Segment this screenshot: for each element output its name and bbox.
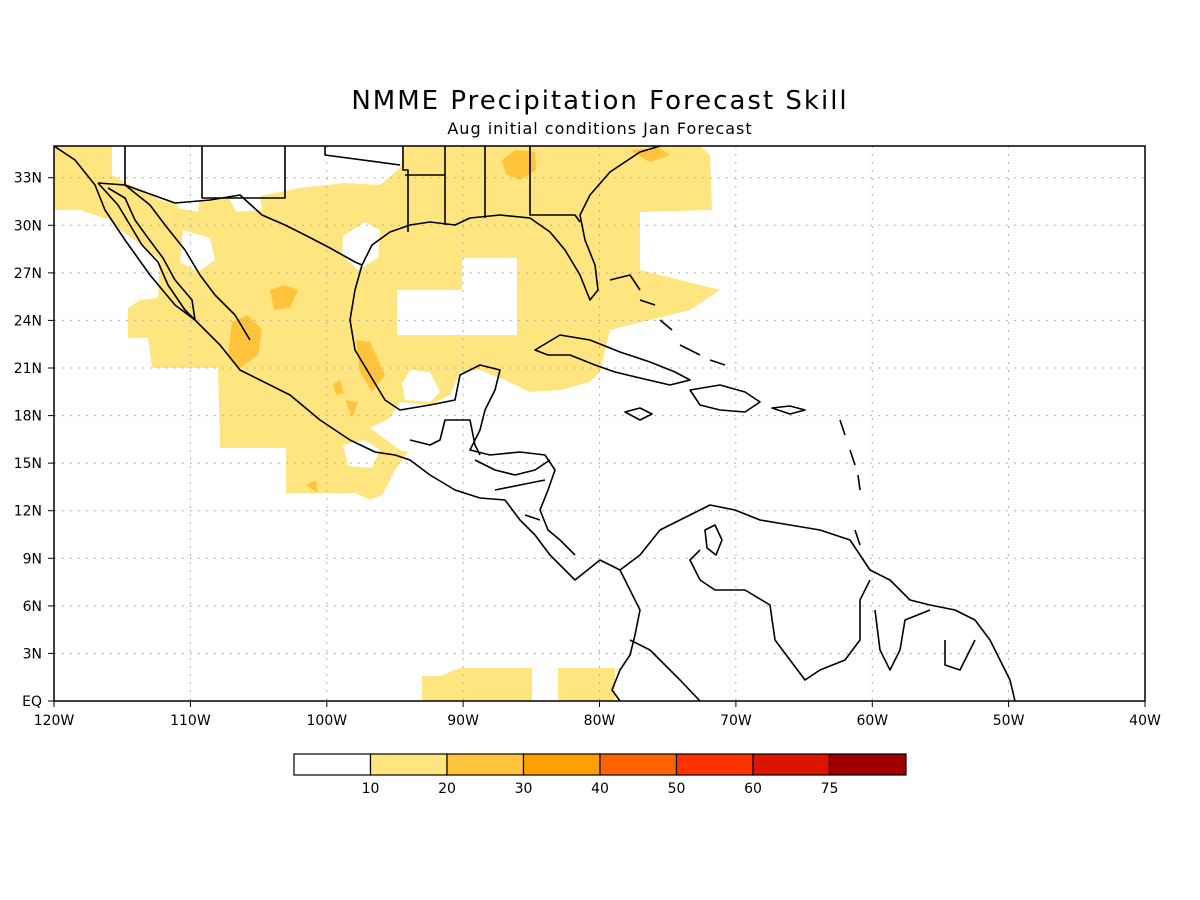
colorbar-swatch	[446, 753, 525, 776]
x-tick-labels: 120W 110W 100W 90W 80W 70W 60W 50W 40W	[34, 713, 1161, 729]
skill-spot-8	[333, 380, 344, 395]
skill-spot-4	[502, 150, 536, 180]
skill-shading	[54, 146, 720, 701]
island-hispaniola	[689, 384, 761, 413]
skill-region-mexico-gulf	[54, 146, 720, 500]
skill-spot-7	[306, 480, 318, 493]
colorbar-label: 60	[744, 781, 762, 797]
y-tick-label: 15N	[14, 456, 42, 472]
y-tick-label: 12N	[14, 504, 42, 520]
border-us-states	[124, 146, 581, 232]
colorbar-label: 10	[362, 781, 380, 797]
coastline-pacific	[54, 146, 641, 701]
colorbar-swatch	[599, 753, 678, 776]
islands-antilles	[839, 419, 861, 546]
border-south-america	[629, 549, 976, 701]
colorbar-swatch	[369, 753, 448, 776]
no-skill-patch-5	[172, 186, 200, 212]
coastline-south-america	[619, 504, 1016, 701]
x-tick-label: 70W	[720, 713, 752, 729]
colorbar-label: 75	[821, 781, 839, 797]
tick-marks	[48, 177, 1146, 707]
skill-spot-3	[356, 340, 385, 392]
y-tick-label: 21N	[14, 361, 42, 377]
x-tick-label: 60W	[856, 713, 888, 729]
y-tick-label: 18N	[14, 409, 42, 425]
y-tick-labels: EQ 3N 6N 9N 12N 15N 18N 21N 24N 27N 30N …	[14, 171, 42, 710]
island-cuba	[534, 334, 691, 386]
skill-region-pacific-eq-2	[558, 668, 615, 701]
no-skill-patch-1	[342, 222, 380, 270]
x-tick-label: 100W	[307, 713, 348, 729]
coastlines	[54, 146, 1016, 701]
island-puerto-rico	[771, 405, 806, 415]
colorbar-label: 50	[668, 781, 686, 797]
y-tick-label: 24N	[14, 313, 42, 329]
x-tick-label: 110W	[170, 713, 211, 729]
y-tick-label: EQ	[22, 694, 42, 710]
no-skill-box	[397, 258, 517, 335]
lake-maracaibo	[704, 524, 723, 556]
no-skill-patch-4	[343, 440, 380, 468]
x-tick-label: 120W	[34, 713, 75, 729]
colorbar-label: 20	[438, 781, 456, 797]
skill-spot-2	[228, 315, 262, 368]
grid-lines	[54, 146, 1145, 701]
colorbar-swatch	[293, 753, 372, 776]
colorbar-swatch	[675, 753, 754, 776]
border-us-mexico	[97, 182, 363, 266]
x-tick-label: 80W	[584, 713, 616, 729]
colorbar-swatch	[828, 753, 907, 776]
map-subtitle: Aug initial conditions Jan Forecast	[447, 119, 753, 138]
islands-bahamas	[609, 274, 726, 366]
coastline-baja	[97, 182, 196, 321]
y-tick-label: 3N	[23, 646, 42, 662]
no-skill-patch-3	[402, 370, 440, 402]
x-tick-label: 90W	[447, 713, 479, 729]
island-jamaica	[624, 407, 653, 421]
coastline-yucatan	[349, 289, 561, 541]
coastline-sonora	[124, 184, 251, 341]
skill-region-pacific-eq-1	[422, 668, 532, 701]
y-tick-label: 30N	[14, 218, 42, 234]
colorbar: 10 20 30 40 50 60 75	[293, 753, 907, 797]
skill-spot-6	[345, 400, 358, 418]
colorbar-swatch	[752, 753, 831, 776]
colorbar-label: 30	[515, 781, 533, 797]
y-tick-label: 6N	[23, 599, 42, 615]
border-central-america	[409, 419, 576, 556]
coastline-gulf	[354, 146, 661, 301]
y-tick-label: 9N	[23, 551, 42, 567]
colorbar-swatch	[522, 753, 601, 776]
x-tick-label: 50W	[993, 713, 1025, 729]
map-title: NMME Precipitation Forecast Skill	[351, 86, 849, 116]
y-tick-label: 33N	[14, 171, 42, 187]
colorbar-label: 40	[591, 781, 609, 797]
skill-spot-1	[270, 285, 298, 310]
no-skill-patch-2	[180, 230, 215, 272]
y-tick-label: 27N	[14, 266, 42, 282]
x-tick-label: 40W	[1129, 713, 1161, 729]
